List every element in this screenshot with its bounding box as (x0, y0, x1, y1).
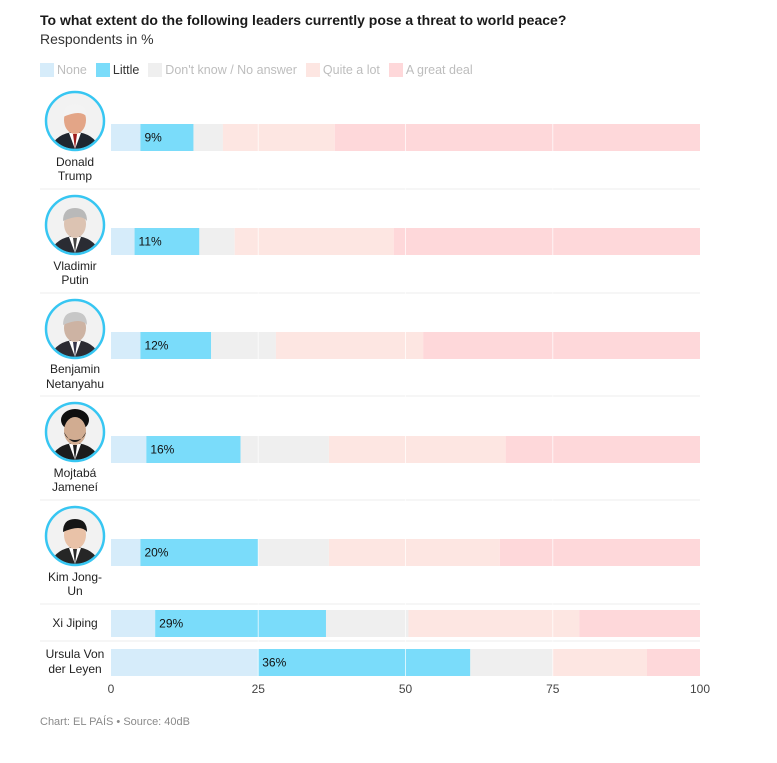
row-label: Donald (56, 155, 94, 169)
row-label: Benjamin (50, 362, 100, 376)
bar-segment-a-great-deal-1[interactable] (334, 124, 700, 151)
bar-segment-little-6[interactable] (155, 610, 326, 637)
row-label: Un (67, 584, 82, 598)
data-label: 16% (150, 443, 174, 457)
bar-segment-a-great-deal-5[interactable] (499, 539, 700, 566)
bar-segment-don-t-know-no-answer-5[interactable] (258, 539, 329, 566)
legend-item-great-deal[interactable]: A great deal (388, 63, 473, 77)
portrait-jamenei-icon (44, 401, 106, 463)
bar-segment-don-t-know-no-answer-7[interactable] (470, 649, 553, 676)
bar-segment-don-t-know-no-answer-1[interactable] (193, 124, 223, 151)
portrait-trump-icon (44, 90, 106, 152)
bar-segment-none-7[interactable] (111, 649, 259, 676)
row-label: Jameneí (52, 480, 99, 494)
bar-segment-a-great-deal-2[interactable] (393, 228, 700, 255)
bar-segment-quite-a-lot-2[interactable] (234, 228, 394, 255)
bar-segment-quite-a-lot-6[interactable] (408, 610, 580, 637)
bar-segment-a-great-deal-4[interactable] (505, 436, 700, 463)
legend-swatch-great-deal (388, 63, 403, 77)
legend-label-none: None (57, 63, 87, 77)
legend-swatch-none (40, 63, 54, 77)
x-tick-label: 50 (399, 682, 413, 696)
row-label: Netanyahu (46, 377, 104, 391)
portrait-netanyahu-icon (44, 298, 106, 360)
bar-segment-quite-a-lot-7[interactable] (552, 649, 647, 676)
bar-segment-quite-a-lot-4[interactable] (328, 436, 506, 463)
data-label: 20% (144, 546, 168, 560)
row-label: Putin (61, 273, 88, 287)
legend-label-quite-a-lot: Quite a lot (322, 63, 380, 77)
bar-segment-none-6[interactable] (111, 610, 156, 637)
legend-item-quite-a-lot[interactable]: Quite a lot (305, 63, 380, 77)
data-label: 12% (144, 339, 168, 353)
data-label: 36% (262, 656, 286, 670)
bar-segment-little-5[interactable] (140, 539, 259, 566)
bar-segment-a-great-deal-7[interactable] (646, 649, 700, 676)
row-label: Ursula Von (46, 647, 105, 661)
legend-item-dont-know[interactable]: Don't know / No answer (148, 63, 297, 77)
bar-segment-none-1[interactable] (111, 124, 141, 151)
row-label: Trump (58, 169, 93, 183)
chart-title: To what extent do the following leaders … (40, 12, 567, 28)
bar-segment-little-1[interactable] (140, 124, 194, 151)
legend-label-great-deal: A great deal (405, 63, 473, 77)
row-label: der Leyen (48, 662, 101, 676)
bar-segment-none-5[interactable] (111, 539, 141, 566)
bar-segment-little-3[interactable] (140, 332, 212, 359)
data-label: 11% (139, 235, 162, 249)
data-label: 29% (159, 617, 183, 631)
row-label: Kim Jong- (48, 570, 102, 584)
legend-swatch-quite-a-lot (305, 63, 320, 77)
bar-segment-none-4[interactable] (111, 436, 147, 463)
legend-label-little: Little (112, 63, 140, 77)
bar-segment-little-2[interactable] (134, 228, 200, 255)
bar-segment-don-t-know-no-answer-6[interactable] (325, 610, 409, 637)
portrait-putin-icon (44, 194, 106, 256)
portrait-kim-icon (44, 505, 106, 567)
bar-segment-little-4[interactable] (146, 436, 241, 463)
bar-segment-little-7[interactable] (258, 649, 471, 676)
x-tick-label: 75 (546, 682, 560, 696)
bar-segment-none-3[interactable] (111, 332, 141, 359)
chart-footer: Chart: EL PAÍS • Source: 40dB (40, 716, 190, 728)
x-tick-label: 25 (252, 682, 266, 696)
legend-swatch-dont-know (148, 63, 163, 77)
bar-segment-don-t-know-no-answer-2[interactable] (199, 228, 235, 255)
bar-segment-quite-a-lot-3[interactable] (275, 332, 424, 359)
bar-segment-a-great-deal-6[interactable] (579, 610, 700, 637)
legend-item-none[interactable]: None (40, 63, 87, 77)
x-tick-label: 100 (690, 682, 710, 696)
bar-segment-don-t-know-no-answer-3[interactable] (211, 332, 276, 359)
bar-segment-quite-a-lot-5[interactable] (328, 539, 500, 566)
legend-label-dont-know: Don't know / No answer (165, 63, 297, 77)
legend-item-little[interactable]: Little (95, 63, 140, 77)
bar-segment-don-t-know-no-answer-4[interactable] (240, 436, 329, 463)
bar-segment-quite-a-lot-1[interactable] (222, 124, 335, 151)
row-label: Xi Jiping (52, 616, 97, 630)
row-label: Vladimir (53, 259, 96, 273)
x-tick-label: 0 (108, 682, 115, 696)
bar-segment-none-2[interactable] (111, 228, 135, 255)
row-label: Mojtabá (54, 466, 97, 480)
data-label: 9% (144, 131, 162, 145)
legend: None Little Don't know / No answer Quite… (40, 63, 482, 77)
bar-segment-a-great-deal-3[interactable] (423, 332, 700, 359)
chart-subtitle: Respondents in % (40, 31, 154, 47)
legend-swatch-little (95, 63, 110, 77)
